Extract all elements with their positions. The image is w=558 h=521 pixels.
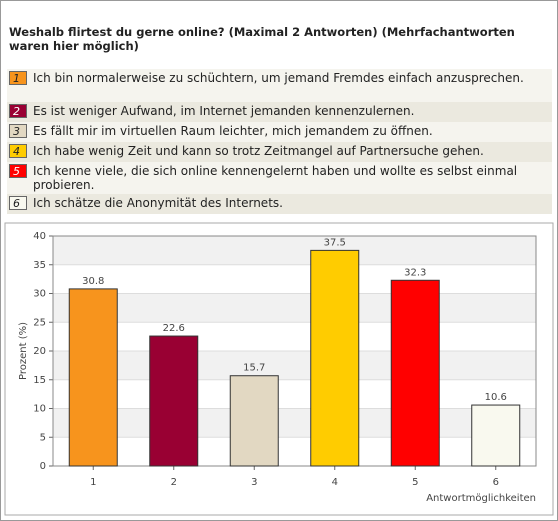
grid-band bbox=[53, 437, 536, 466]
y-tick-label: 25 bbox=[33, 317, 46, 328]
data-label: 37.5 bbox=[324, 237, 346, 248]
x-tick-label: 6 bbox=[493, 477, 499, 488]
legend-row: 5 Ich kenne viele, die sich online kennen… bbox=[7, 162, 552, 194]
x-tick-label: 2 bbox=[171, 477, 177, 488]
grid-band bbox=[53, 379, 536, 409]
grid-band bbox=[53, 236, 536, 265]
y-tick-label: 0 bbox=[40, 461, 46, 472]
bar bbox=[390, 279, 440, 467]
legend-text: Ich schätze die Anonymität des Internets… bbox=[33, 196, 283, 210]
legend-text: Ich bin normalerweise zu schüchtern, um … bbox=[33, 71, 524, 85]
legend-row: 4 Ich habe wenig Zeit und kann so trotz Z… bbox=[7, 142, 552, 162]
data-label: 15.7 bbox=[243, 363, 265, 374]
y-tick-label: 35 bbox=[33, 260, 46, 271]
grid-band bbox=[53, 408, 536, 438]
bar bbox=[310, 249, 360, 467]
bar bbox=[229, 375, 279, 467]
legend-key: 5 bbox=[9, 164, 27, 178]
grid-band bbox=[53, 264, 536, 294]
legend-key: 4 bbox=[9, 144, 27, 158]
x-tick-label: 1 bbox=[90, 477, 96, 488]
chart: 0 5 10 15 20 25 30 35 40 1 30.8 2 22.6 3 15.7 4 37.5 5 32.… bbox=[4, 222, 554, 516]
y-tick-label: 15 bbox=[33, 375, 46, 386]
y-tick-label: 20 bbox=[33, 346, 46, 357]
legend-key: 3 bbox=[9, 124, 27, 138]
x-tick-label: 3 bbox=[251, 477, 257, 488]
x-axis-label: Antwortmöglichkeiten bbox=[426, 493, 536, 504]
legend-row: 3 Es fällt mir im virtuellen Raum leichte… bbox=[7, 122, 552, 142]
y-axis-label: Prozent (%) bbox=[18, 322, 29, 380]
data-label: 10.6 bbox=[485, 392, 507, 403]
chart-frame bbox=[4, 222, 554, 516]
legend-text: Es ist weniger Aufwand, im Internet jema… bbox=[33, 104, 415, 118]
bar bbox=[471, 404, 521, 467]
x-tick-label: 5 bbox=[412, 477, 418, 488]
legend-text: Ich habe wenig Zeit und kann so trotz Ze… bbox=[33, 144, 484, 158]
legend-row: 2 Es ist weniger Aufwand, im Internet jem… bbox=[7, 102, 552, 122]
legend-key: 6 bbox=[9, 196, 27, 210]
grid-band bbox=[53, 351, 536, 380]
legend-row: 6 Ich schätze die Anonymität des Internet… bbox=[7, 194, 552, 214]
legend-key: 2 bbox=[9, 104, 27, 118]
y-tick-label: 5 bbox=[40, 432, 46, 443]
data-label: 22.6 bbox=[163, 323, 185, 334]
y-tick-label: 40 bbox=[33, 231, 46, 242]
bar bbox=[149, 335, 199, 467]
chart-title: Weshalb flirtest du gerne online? (Maxim… bbox=[9, 25, 515, 53]
data-label: 32.3 bbox=[404, 267, 426, 278]
legend-row: 1 Ich bin normalerweise zu schüchtern, um… bbox=[7, 69, 552, 102]
legend-text: Ich kenne viele, die sich online kenneng… bbox=[33, 164, 518, 192]
plot-frame bbox=[52, 235, 537, 467]
legend-text: Es fällt mir im virtuellen Raum leichter… bbox=[33, 124, 433, 138]
data-label: 30.8 bbox=[82, 276, 104, 287]
grid-band bbox=[53, 322, 536, 351]
x-tick-label: 4 bbox=[332, 477, 338, 488]
grid-band bbox=[53, 293, 536, 323]
y-tick-label: 10 bbox=[33, 404, 46, 415]
bar bbox=[68, 288, 118, 467]
y-tick-label: 30 bbox=[33, 289, 46, 300]
legend-key: 1 bbox=[9, 71, 27, 85]
